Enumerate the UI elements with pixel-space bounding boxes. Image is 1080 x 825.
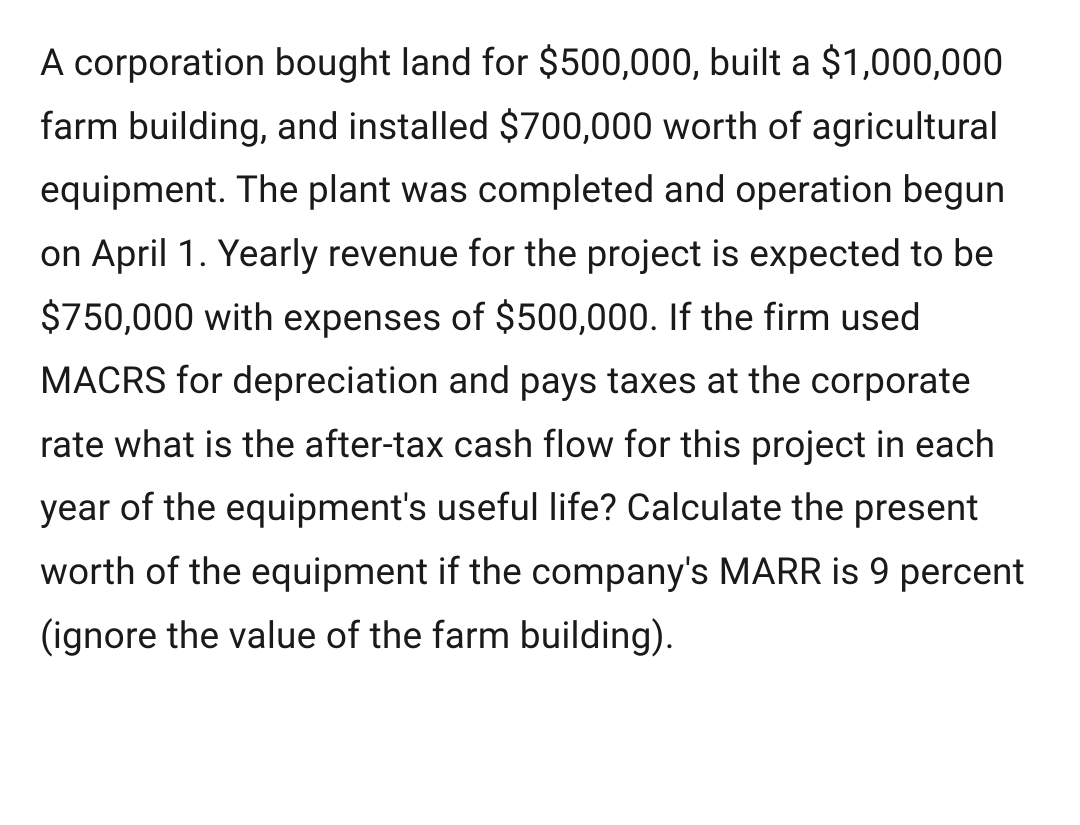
problem-text: A corporation bought land for $500,000, … [40,32,1040,668]
